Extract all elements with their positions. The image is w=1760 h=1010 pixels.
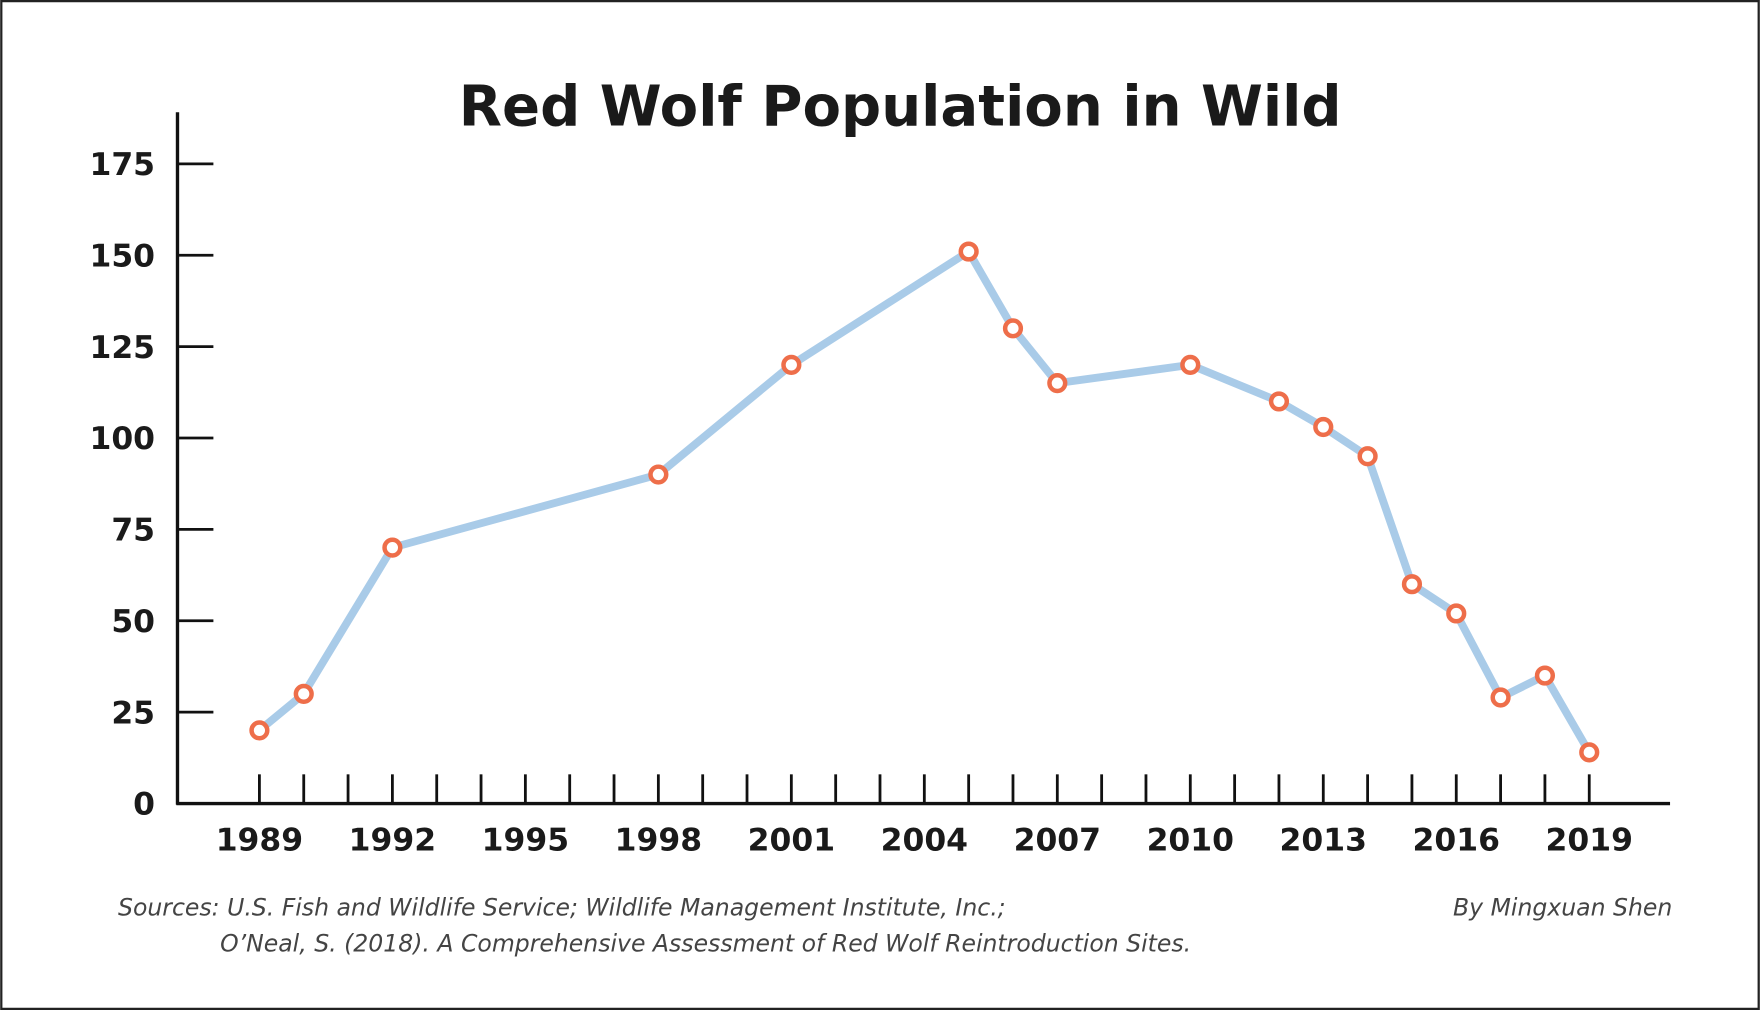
x-tick-label: 1992 xyxy=(349,823,436,859)
data-point xyxy=(648,464,669,485)
x-tick-label: 1995 xyxy=(482,823,569,859)
x-tick-label: 2010 xyxy=(1147,823,1234,859)
sources-line-1: Sources: U.S. Fish and Wildlife Service;… xyxy=(118,894,1006,922)
x-tick-label: 2016 xyxy=(1413,823,1500,859)
sources-line-2: O’Neal, S. (2018). A Comprehensive Asses… xyxy=(220,930,1191,958)
x-tick-label: 1989 xyxy=(216,823,303,859)
data-point xyxy=(1268,391,1290,412)
y-tick-label: 150 xyxy=(89,238,155,274)
y-tick-label: 0 xyxy=(133,787,155,823)
data-point xyxy=(1401,574,1423,595)
data-point xyxy=(1579,742,1600,763)
y-tick-label: 100 xyxy=(89,421,155,457)
data-point xyxy=(382,537,403,558)
data-point xyxy=(1534,665,1556,686)
data-point xyxy=(1002,318,1024,339)
y-ticks: 0 25 50 75 100 125 150 175 xyxy=(89,147,214,823)
data-point xyxy=(781,354,802,375)
data-point xyxy=(1357,446,1378,467)
y-tick-label: 175 xyxy=(89,147,155,183)
byline: By Mingxuan Shen xyxy=(1453,894,1672,922)
x-tick-label: 2004 xyxy=(881,823,968,859)
x-tick-label: 2013 xyxy=(1280,823,1367,859)
x-ticks: 1989 1992 1995 1998 2001 2004 2007 2010 2013 2016… xyxy=(216,774,1633,859)
data-point xyxy=(958,241,979,262)
x-tick-label: 2007 xyxy=(1014,823,1101,859)
series xyxy=(249,241,1600,763)
chart-title: Red Wolf Population in Wild xyxy=(459,75,1342,140)
x-tick-label: 2001 xyxy=(748,823,835,859)
data-point xyxy=(1446,603,1467,624)
data-point xyxy=(1313,416,1334,438)
data-point xyxy=(1180,354,1201,375)
y-tick-label: 125 xyxy=(89,330,155,366)
x-tick-label: 1998 xyxy=(615,823,702,859)
data-point xyxy=(293,683,314,704)
data-point xyxy=(249,720,270,741)
data-point xyxy=(1047,373,1068,394)
data-point xyxy=(1490,687,1511,708)
y-tick-label: 50 xyxy=(111,604,155,640)
x-tick-label: 2019 xyxy=(1546,823,1633,859)
y-tick-label: 75 xyxy=(111,513,155,549)
y-tick-label: 25 xyxy=(111,695,155,731)
